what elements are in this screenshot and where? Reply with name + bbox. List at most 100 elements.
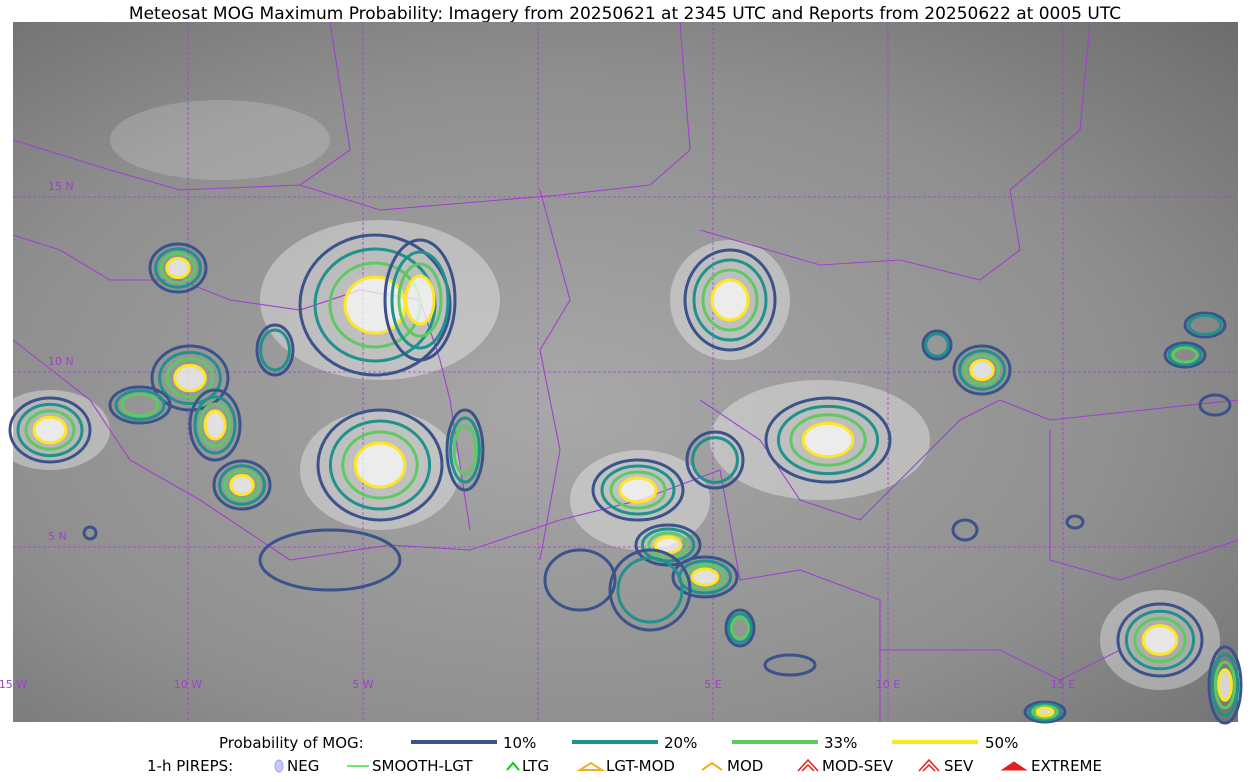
contour xyxy=(1031,704,1059,720)
contour xyxy=(1133,616,1187,664)
contour xyxy=(608,548,692,632)
contour xyxy=(684,563,726,591)
graticule xyxy=(13,22,1238,722)
contour xyxy=(328,419,432,511)
contour xyxy=(212,459,272,511)
contour xyxy=(616,556,684,624)
legend-label: LTG xyxy=(522,757,549,775)
legend-label: SEV xyxy=(944,757,974,775)
contour xyxy=(543,548,617,612)
contour xyxy=(952,344,1012,396)
contour xyxy=(108,385,172,425)
contour xyxy=(390,250,450,350)
contour xyxy=(692,258,768,342)
legend-label: 10% xyxy=(503,734,536,752)
legend-title: 1-h PIREPS: xyxy=(147,757,233,775)
contour xyxy=(316,408,444,522)
contour xyxy=(1124,609,1196,671)
contour xyxy=(640,527,696,563)
contour xyxy=(449,416,481,484)
legend-label: LGT-MOD xyxy=(606,757,675,775)
contour xyxy=(958,349,1006,391)
lon-label: 15 E xyxy=(1051,678,1075,691)
lon-label: 5 E xyxy=(704,678,721,691)
contour xyxy=(229,473,255,497)
contour xyxy=(1035,706,1055,718)
contour xyxy=(223,469,261,501)
contour xyxy=(203,409,227,441)
contour xyxy=(82,525,98,541)
contour xyxy=(724,608,756,648)
legend-label: 50% xyxy=(985,734,1018,752)
contour xyxy=(173,363,207,393)
legend-label: MOD-SEV xyxy=(822,757,894,775)
contour xyxy=(452,424,478,476)
legend-label: 33% xyxy=(824,734,857,752)
borders xyxy=(12,21,1239,722)
legend: Probability of MOG: 10% 20% 33% 50% 1-h … xyxy=(147,734,1102,775)
contour xyxy=(647,531,689,559)
contour xyxy=(776,404,880,476)
legend-symbol xyxy=(506,761,520,771)
legend-label: SMOOTH-LGT xyxy=(372,757,473,775)
contour xyxy=(1187,313,1223,337)
contour xyxy=(1217,668,1233,702)
contour xyxy=(1210,653,1240,717)
contour xyxy=(801,421,855,459)
contour xyxy=(341,430,419,500)
lon-label: 15 W xyxy=(0,678,27,691)
contour xyxy=(1213,660,1237,710)
contour xyxy=(618,476,658,504)
contour xyxy=(198,402,232,448)
legend-label: EXTREME xyxy=(1031,757,1102,775)
lat-label: 5 N xyxy=(48,530,67,543)
legend-title: Probability of MOG: xyxy=(219,734,364,752)
contour xyxy=(114,389,166,421)
title: Meteosat MOG Maximum Probability: Imager… xyxy=(129,4,1121,24)
contour xyxy=(1167,343,1203,367)
contour xyxy=(397,262,443,338)
contour xyxy=(691,436,739,484)
contour xyxy=(1163,341,1207,369)
contour xyxy=(690,567,720,587)
contour xyxy=(1116,602,1204,678)
contour xyxy=(951,518,979,542)
contour xyxy=(1198,393,1232,417)
legend-symbol xyxy=(918,758,940,772)
contour xyxy=(685,430,745,490)
contour xyxy=(193,395,237,455)
legend-symbol xyxy=(576,761,606,771)
contour xyxy=(730,615,750,641)
contour xyxy=(963,354,1001,386)
legend-symbol xyxy=(274,759,284,773)
contour xyxy=(165,357,215,399)
contour xyxy=(1027,702,1063,722)
contour xyxy=(383,238,457,362)
contour xyxy=(255,323,295,377)
contour xyxy=(671,555,739,599)
contour xyxy=(727,612,753,644)
contour xyxy=(24,409,76,451)
contour xyxy=(600,464,676,516)
lon-label: 10 W xyxy=(174,678,202,691)
contour xyxy=(298,233,452,377)
contour xyxy=(188,388,242,462)
contour xyxy=(445,408,485,492)
contour xyxy=(1207,645,1243,725)
contour xyxy=(154,247,202,289)
legend-label: NEG xyxy=(287,757,319,775)
contour xyxy=(258,528,402,592)
contour xyxy=(921,329,953,361)
legend-symbol xyxy=(701,761,723,771)
contour xyxy=(924,332,950,358)
contour xyxy=(969,358,995,382)
contour xyxy=(710,278,750,322)
lat-label: 10 N xyxy=(48,355,74,368)
contour xyxy=(1065,514,1085,530)
contour xyxy=(701,268,759,332)
contour xyxy=(120,392,160,418)
contour xyxy=(165,256,191,280)
mog-contours xyxy=(8,233,1243,725)
legend-label: 20% xyxy=(664,734,697,752)
